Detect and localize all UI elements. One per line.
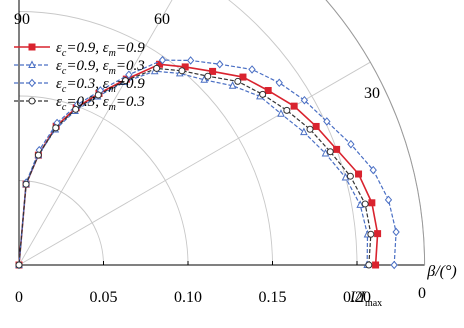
- data-point: [94, 91, 102, 99]
- grid-ring: [18, 11, 273, 266]
- data-point: [312, 122, 320, 130]
- grid-ring: [228, 0, 358, 266]
- grid-ring: [18, 180, 104, 266]
- data-point: [28, 78, 36, 88]
- legend: εc=0.9, εm=0.9εc=0.9, εm=0.3εc=0.3, εm=0…: [14, 40, 145, 113]
- data-point: [248, 65, 256, 74]
- data-point: [347, 139, 355, 149]
- legend-label: εc=0.9, εm=0.3: [56, 58, 145, 77]
- radial-tick-label: 0.05: [90, 289, 118, 306]
- data-point: [228, 81, 237, 89]
- data-point: [355, 170, 363, 178]
- data-point: [34, 151, 42, 159]
- data-point: [22, 180, 30, 188]
- data-point: [306, 125, 314, 133]
- data-point: [392, 227, 400, 237]
- data-point: [204, 72, 212, 80]
- data-point: [300, 127, 308, 136]
- data-point: [121, 77, 129, 85]
- data-point: [28, 43, 36, 51]
- legend-item: εc=0.9, εm=0.3: [14, 58, 145, 77]
- data-point: [125, 70, 133, 80]
- legend-label: εc=0.3, εm=0.9: [56, 76, 145, 95]
- data-point: [283, 106, 291, 114]
- data-point: [216, 59, 224, 69]
- data-point: [367, 230, 375, 238]
- data-point: [356, 200, 364, 208]
- legend-label: εc=0.3, εm=0.3: [56, 94, 145, 113]
- data-point: [290, 102, 298, 110]
- data-point: [178, 67, 186, 75]
- data-point: [200, 75, 209, 83]
- angular-tick-label: 60: [154, 11, 170, 28]
- data-point: [346, 172, 354, 180]
- radial-tick-label: 0: [15, 289, 23, 306]
- data-point: [72, 105, 80, 113]
- data-point: [369, 165, 377, 175]
- outer-arc: [325, 0, 426, 266]
- legend-item: εc=0.3, εm=0.9: [14, 76, 145, 95]
- grid-spoke: [18, 61, 371, 266]
- data-point: [264, 87, 272, 95]
- data-point: [323, 117, 331, 126]
- data-point: [365, 261, 373, 269]
- data-point: [259, 90, 267, 98]
- data-point: [384, 195, 393, 205]
- angular-tick-label: 30: [364, 85, 380, 102]
- data-point: [158, 55, 167, 65]
- angular-axis-label: β/(°): [426, 263, 456, 280]
- data-point: [372, 261, 380, 269]
- grid-ring: [18, 95, 189, 266]
- legend-item: εc=0.9, εm=0.9: [14, 40, 145, 59]
- data-point: [374, 230, 382, 238]
- radial-tick-label: 0.15: [259, 289, 287, 306]
- data-point: [234, 77, 242, 85]
- data-point: [300, 95, 309, 105]
- legend-item: εc=0.3, εm=0.3: [14, 94, 145, 113]
- data-point: [28, 97, 36, 105]
- radial-tick-label: 0.10: [174, 289, 202, 306]
- data-point: [52, 124, 60, 132]
- data-point: [368, 199, 376, 207]
- grid-spoke: [18, 0, 173, 266]
- series-1: [15, 60, 382, 269]
- data-point: [390, 260, 398, 270]
- data-series-layer: [15, 55, 400, 270]
- data-point: [277, 109, 285, 117]
- data-point: [239, 73, 247, 81]
- angular-tick-label: 0: [418, 285, 426, 302]
- angular-tick-label: 90: [14, 11, 30, 28]
- legend-label: εc=0.9, εm=0.9: [56, 40, 145, 59]
- series-4: [15, 64, 375, 269]
- data-point: [28, 60, 36, 68]
- data-point: [333, 145, 341, 153]
- polar-axes: [18, 0, 426, 266]
- data-point: [186, 56, 195, 65]
- data-point: [209, 67, 217, 75]
- data-point: [275, 78, 283, 88]
- data-point: [361, 200, 369, 208]
- origin-marker: [15, 261, 23, 269]
- data-point: [153, 64, 161, 72]
- data-point: [326, 148, 334, 156]
- radial-tick-label: 0.20: [343, 289, 371, 306]
